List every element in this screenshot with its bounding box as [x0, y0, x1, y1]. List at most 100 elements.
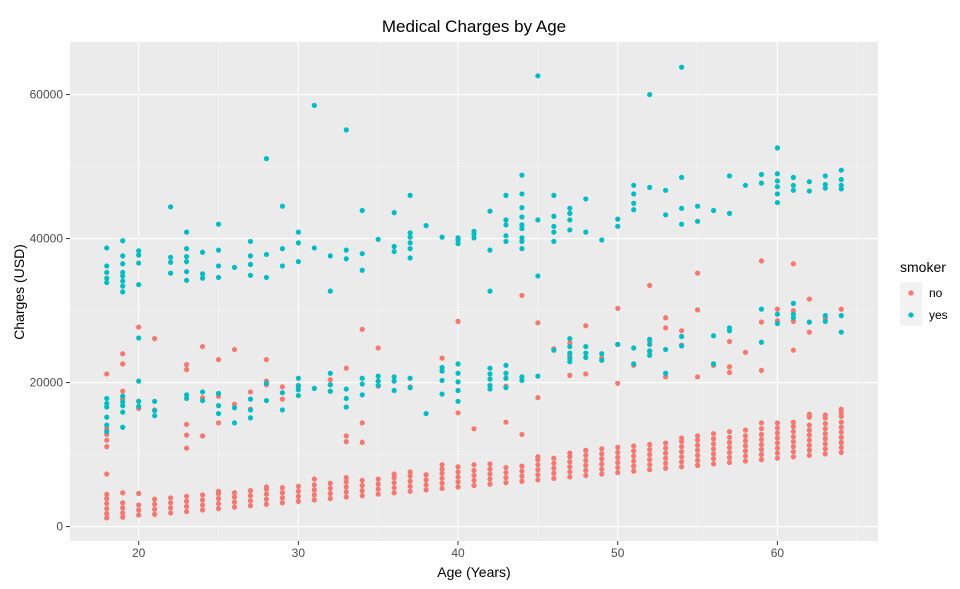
data-point-yes — [487, 288, 493, 294]
data-point-yes — [327, 288, 333, 294]
data-point-no — [742, 443, 749, 449]
data-point-no — [567, 372, 573, 378]
data-point-yes — [183, 269, 190, 275]
data-point-no — [311, 497, 317, 503]
data-point-no — [152, 501, 158, 507]
data-point-no — [343, 365, 349, 371]
data-point-no — [758, 451, 765, 458]
data-point-no — [822, 451, 828, 457]
data-point-yes — [615, 341, 621, 348]
data-point-yes — [583, 343, 589, 350]
data-point-yes — [343, 127, 349, 133]
data-point-no — [678, 328, 685, 334]
data-point-yes — [136, 248, 142, 254]
data-point-no — [678, 459, 685, 465]
data-point-yes — [631, 182, 637, 188]
data-point-yes — [375, 382, 381, 389]
data-point-yes — [647, 184, 653, 191]
x-tick-label: 60 — [771, 546, 785, 560]
data-point-yes — [774, 178, 781, 184]
data-point-yes — [263, 380, 270, 386]
data-point-yes — [822, 173, 828, 179]
data-point-yes — [471, 235, 477, 241]
data-point-yes — [758, 171, 765, 178]
data-point-yes — [535, 273, 541, 279]
data-point-no — [279, 490, 285, 496]
data-point-yes — [615, 216, 621, 222]
data-point-yes — [375, 378, 381, 384]
data-point-yes — [136, 398, 142, 404]
data-point-no — [327, 377, 333, 383]
data-point-yes — [295, 259, 301, 265]
data-point-no — [503, 469, 509, 476]
data-point-yes — [806, 179, 812, 185]
data-point-no — [790, 419, 796, 425]
data-point-yes — [806, 319, 812, 325]
data-point-yes — [168, 259, 174, 265]
data-point-yes — [215, 263, 222, 269]
series-yes-points — [104, 64, 844, 435]
data-point-yes — [439, 234, 445, 240]
data-point-no — [583, 472, 589, 479]
data-point-no — [295, 488, 301, 494]
data-point-no — [343, 475, 349, 481]
data-point-yes — [758, 306, 765, 312]
data-point-yes — [407, 255, 413, 261]
data-point-yes — [152, 408, 158, 414]
data-point-yes — [311, 102, 317, 108]
data-point-yes — [359, 251, 365, 257]
data-point-no — [279, 495, 285, 501]
legend-marker-no — [908, 290, 914, 296]
data-point-no — [407, 488, 413, 494]
data-point-no — [199, 502, 206, 508]
data-point-yes — [439, 364, 445, 371]
data-point-no — [279, 396, 285, 402]
data-point-yes — [551, 213, 557, 219]
data-point-yes — [487, 386, 493, 392]
data-point-no — [359, 493, 365, 499]
data-point-yes — [838, 313, 844, 319]
data-point-no — [535, 472, 541, 478]
chart-title: Medical Charges by Age — [382, 17, 566, 36]
data-point-no — [471, 467, 477, 474]
data-point-no — [599, 451, 605, 457]
data-point-no — [407, 478, 413, 484]
data-point-yes — [136, 252, 142, 258]
data-point-no — [183, 432, 190, 438]
data-point-yes — [758, 180, 765, 186]
data-point-yes — [152, 398, 158, 404]
data-point-no — [774, 450, 781, 456]
plot-panel — [70, 42, 878, 541]
data-point-no — [247, 488, 254, 494]
data-point-yes — [647, 91, 653, 98]
data-point-yes — [663, 187, 669, 193]
data-point-no — [774, 430, 781, 436]
data-point-yes — [215, 390, 222, 396]
data-point-no — [583, 447, 589, 453]
data-point-no — [758, 258, 765, 264]
data-point-no — [583, 462, 589, 468]
data-point-no — [838, 410, 844, 416]
data-point-yes — [391, 243, 397, 250]
data-point-no — [822, 436, 828, 442]
data-point-yes — [567, 205, 573, 211]
data-point-no — [503, 480, 509, 486]
data-point-no — [790, 307, 796, 314]
data-point-no — [535, 320, 541, 326]
data-point-yes — [199, 249, 206, 255]
data-point-no — [359, 488, 365, 494]
data-point-no — [439, 470, 445, 476]
data-point-no — [631, 453, 637, 459]
data-point-no — [822, 426, 828, 432]
data-point-no — [375, 476, 381, 482]
data-point-yes — [822, 185, 828, 191]
data-point-yes — [503, 238, 509, 245]
data-point-yes — [503, 217, 509, 223]
data-point-no — [663, 374, 669, 380]
data-point-no — [838, 439, 844, 445]
data-point-yes — [806, 188, 812, 194]
data-point-no — [455, 410, 461, 416]
data-point-yes — [104, 263, 110, 269]
